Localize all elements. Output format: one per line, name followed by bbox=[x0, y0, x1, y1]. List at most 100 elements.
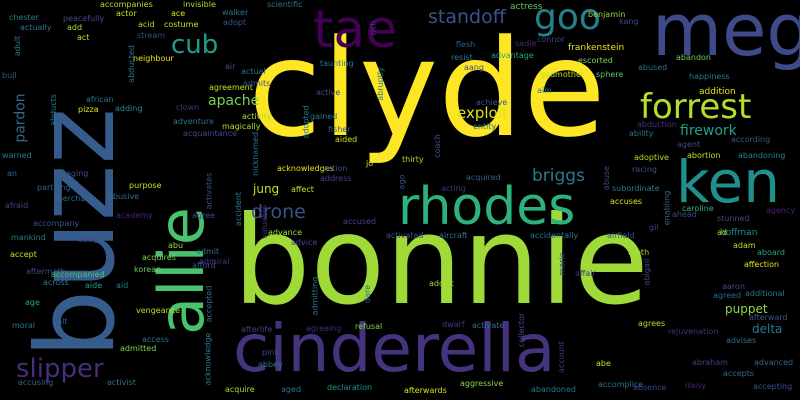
word-air: air bbox=[225, 62, 236, 71]
word-stunned: stunned bbox=[717, 214, 750, 223]
word-advantage: advantage bbox=[491, 51, 534, 60]
word-jo: jo bbox=[366, 159, 374, 168]
word-neighbour: neighbour bbox=[133, 54, 174, 63]
word-aide: aide bbox=[85, 281, 103, 290]
word-abbey: abbey bbox=[258, 360, 283, 369]
word-abusive: abusive bbox=[108, 192, 140, 201]
word-accidentally: accidentally bbox=[530, 231, 579, 240]
word-admiral: admiral bbox=[199, 257, 230, 266]
word-standoff: standoff bbox=[428, 6, 506, 28]
word-actor: actor bbox=[116, 9, 137, 18]
word-agrees: agrees bbox=[638, 319, 666, 328]
word-jung: jung bbox=[253, 182, 280, 196]
word-abandoned: abandoned bbox=[531, 385, 576, 394]
word-costume: costume bbox=[164, 20, 199, 29]
word-activate: activate bbox=[472, 321, 505, 330]
word-acknowledge: acknowledge bbox=[203, 332, 213, 386]
word-agency: agency bbox=[766, 206, 796, 215]
word-rich: rich bbox=[368, 20, 378, 36]
word-thirty: thirty bbox=[402, 155, 424, 164]
word-frankenstein: frankenstein bbox=[568, 43, 625, 53]
word-cinderella: cinderella bbox=[233, 310, 556, 387]
word-warned: warned bbox=[2, 151, 32, 160]
word-puppet: puppet bbox=[725, 302, 768, 316]
word-accused: accused bbox=[343, 217, 376, 226]
word-abandoning: abandoning bbox=[738, 151, 786, 160]
word-account: account bbox=[556, 341, 566, 373]
word-delta: delta bbox=[752, 322, 783, 336]
word-invisible: invisible bbox=[183, 0, 216, 9]
word-purpose: purpose bbox=[129, 181, 162, 190]
word-agreeing: agreeing bbox=[306, 324, 342, 333]
word-accomplice: accomplice bbox=[598, 380, 644, 389]
word-ad: ad bbox=[717, 228, 727, 237]
word-pardon: pardon bbox=[12, 93, 29, 143]
word-abu: abu bbox=[168, 241, 184, 250]
word-abigail: abigail bbox=[642, 258, 652, 286]
word-accepted: accepted bbox=[204, 285, 214, 323]
word-ken: ken bbox=[676, 148, 780, 216]
word-acknowledges: acknowledges bbox=[277, 164, 334, 173]
word-address: address bbox=[320, 174, 352, 183]
word-accepting: accepting bbox=[753, 382, 793, 391]
word-aaron: aaron bbox=[722, 282, 745, 291]
word-tae: tae bbox=[313, 0, 398, 60]
word-abe: abe bbox=[596, 359, 611, 368]
word-adding: adding bbox=[115, 104, 143, 113]
word-slipper: slipper bbox=[16, 354, 104, 384]
word-ago: ago bbox=[397, 174, 407, 190]
word-across: across bbox=[43, 278, 69, 287]
word-active: active bbox=[316, 88, 341, 97]
word-abused: abused bbox=[638, 63, 668, 72]
word-acquaintance: acquaintance bbox=[183, 129, 238, 138]
word-sphere: sphere bbox=[596, 70, 624, 79]
word-afraid: afraid bbox=[5, 201, 29, 210]
word-afterlife: afterlife bbox=[241, 325, 273, 334]
word-act: act bbox=[77, 33, 90, 42]
word-benjamin: benjamin bbox=[588, 10, 626, 19]
word-enabling: enabling bbox=[662, 190, 672, 226]
word-magically: magically bbox=[222, 122, 261, 131]
word-adult: adult bbox=[13, 35, 23, 57]
word-adoptive: adoptive bbox=[634, 153, 669, 162]
word-happiness: happiness bbox=[689, 72, 730, 81]
word-gil: gil bbox=[649, 223, 659, 232]
word-afterward: afterward bbox=[749, 313, 788, 322]
word-advises: advises bbox=[726, 336, 757, 345]
word-partying: partying bbox=[37, 183, 71, 192]
word-age: age bbox=[25, 298, 40, 307]
word-admit: admit bbox=[196, 247, 220, 256]
word-clyde: clyde bbox=[248, 11, 606, 167]
word-accuses: accuses bbox=[610, 197, 643, 206]
word-sadie: sadie bbox=[515, 39, 537, 48]
word-scientific: scientific bbox=[267, 0, 303, 9]
word-acting: acting bbox=[441, 184, 466, 193]
word-aggressive: aggressive bbox=[460, 379, 504, 388]
word-stream: stream bbox=[137, 31, 166, 40]
word-absence: absence bbox=[633, 383, 667, 392]
word-agreement: agreement bbox=[209, 83, 253, 92]
word-goo: goo bbox=[534, 0, 601, 38]
word-taunting: taunting bbox=[320, 59, 354, 68]
word-nicknamed: nicknamed bbox=[251, 131, 261, 177]
word-activated: activated bbox=[386, 231, 424, 240]
word-african: african bbox=[86, 95, 114, 104]
word-korean: korean bbox=[134, 265, 162, 274]
word-adventure: adventure bbox=[173, 117, 214, 126]
word-aging: aging bbox=[66, 169, 89, 178]
word-academy: academy bbox=[116, 211, 153, 220]
word-accept: accept bbox=[10, 250, 37, 259]
word-actual: actual bbox=[241, 67, 266, 76]
word-affair: affair bbox=[575, 269, 596, 278]
word-coach: coach bbox=[432, 134, 442, 158]
word-drone: drone bbox=[251, 201, 306, 223]
word-actually: actually bbox=[20, 23, 52, 32]
word-bonnie: bonnie bbox=[233, 190, 649, 332]
word-dwarf: dwarf bbox=[442, 320, 465, 329]
word-admitting: admitting bbox=[310, 276, 320, 316]
word-collector: collector bbox=[517, 312, 527, 348]
word-addict: addict bbox=[429, 279, 454, 288]
word-entity: entity bbox=[473, 122, 497, 131]
word-briggs: briggs bbox=[532, 166, 585, 186]
word-merchant: merchant bbox=[55, 194, 94, 203]
